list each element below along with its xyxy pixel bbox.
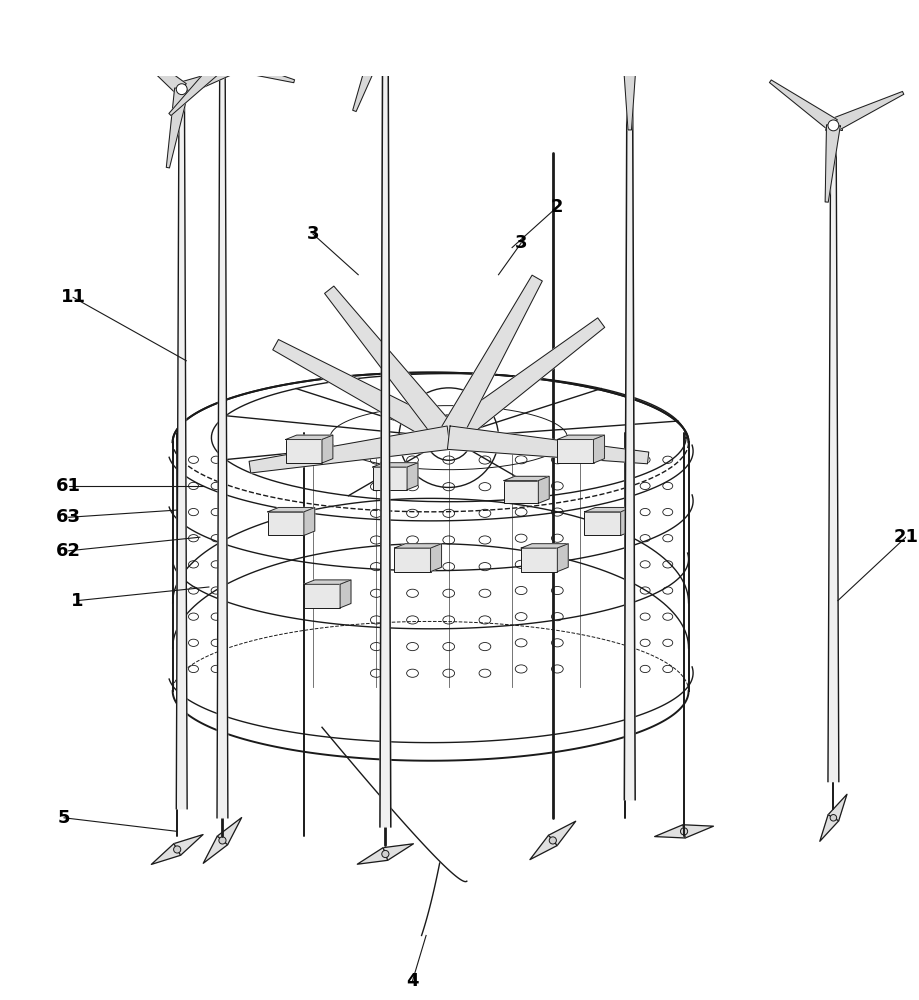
Polygon shape — [626, 0, 705, 51]
FancyBboxPatch shape — [214, 58, 231, 67]
Polygon shape — [326, 0, 391, 31]
Polygon shape — [442, 318, 605, 447]
Polygon shape — [380, 26, 391, 827]
Polygon shape — [831, 91, 903, 132]
Polygon shape — [286, 435, 333, 439]
Polygon shape — [769, 80, 837, 131]
Polygon shape — [169, 57, 227, 116]
Polygon shape — [304, 508, 315, 535]
Polygon shape — [357, 848, 388, 864]
Text: 5: 5 — [58, 809, 70, 827]
Polygon shape — [557, 435, 605, 439]
FancyBboxPatch shape — [174, 85, 190, 94]
Text: 1: 1 — [72, 592, 84, 610]
Polygon shape — [152, 844, 180, 864]
Circle shape — [219, 837, 226, 844]
Polygon shape — [217, 818, 242, 845]
Polygon shape — [166, 88, 188, 168]
Polygon shape — [304, 580, 351, 584]
Circle shape — [550, 837, 556, 844]
Circle shape — [381, 850, 389, 858]
Polygon shape — [828, 794, 847, 821]
Text: 21: 21 — [893, 528, 918, 546]
Text: 11: 11 — [61, 288, 85, 306]
Polygon shape — [119, 37, 187, 95]
Polygon shape — [624, 44, 635, 800]
Polygon shape — [324, 286, 458, 445]
FancyBboxPatch shape — [286, 439, 322, 463]
Text: 3: 3 — [515, 234, 528, 252]
Text: 63: 63 — [56, 508, 81, 526]
Polygon shape — [221, 56, 294, 83]
Text: 3: 3 — [307, 225, 319, 243]
Polygon shape — [353, 23, 393, 111]
Polygon shape — [448, 426, 649, 464]
FancyBboxPatch shape — [377, 21, 393, 30]
FancyBboxPatch shape — [267, 512, 304, 535]
Polygon shape — [820, 815, 839, 841]
Polygon shape — [273, 340, 454, 448]
Text: 4: 4 — [406, 972, 419, 990]
Polygon shape — [249, 426, 450, 473]
Polygon shape — [554, 0, 633, 51]
Circle shape — [217, 57, 228, 67]
Circle shape — [174, 846, 181, 853]
Circle shape — [830, 815, 836, 821]
Text: 62: 62 — [56, 542, 81, 560]
Polygon shape — [557, 544, 568, 572]
Text: 2: 2 — [551, 198, 563, 216]
Polygon shape — [173, 442, 688, 761]
Polygon shape — [174, 835, 203, 855]
Polygon shape — [828, 125, 839, 782]
FancyBboxPatch shape — [521, 548, 557, 572]
Polygon shape — [340, 580, 351, 608]
Polygon shape — [683, 825, 713, 838]
FancyBboxPatch shape — [504, 481, 539, 503]
Polygon shape — [539, 476, 550, 503]
Circle shape — [624, 38, 635, 49]
FancyBboxPatch shape — [557, 439, 594, 463]
Polygon shape — [530, 835, 557, 860]
Polygon shape — [202, 0, 229, 64]
FancyBboxPatch shape — [373, 467, 407, 490]
Polygon shape — [504, 476, 550, 481]
Polygon shape — [654, 825, 686, 838]
Polygon shape — [203, 836, 228, 863]
Polygon shape — [407, 463, 418, 490]
FancyBboxPatch shape — [394, 548, 431, 572]
FancyBboxPatch shape — [304, 584, 340, 608]
Text: 61: 61 — [56, 477, 81, 495]
Polygon shape — [373, 463, 418, 467]
FancyBboxPatch shape — [621, 39, 638, 48]
Polygon shape — [217, 62, 228, 818]
Polygon shape — [825, 125, 840, 202]
Polygon shape — [394, 544, 441, 548]
Polygon shape — [438, 275, 542, 443]
Polygon shape — [549, 821, 575, 846]
FancyBboxPatch shape — [825, 121, 842, 130]
Polygon shape — [176, 89, 187, 809]
Polygon shape — [179, 60, 257, 96]
Polygon shape — [431, 544, 441, 572]
Circle shape — [828, 120, 839, 131]
Polygon shape — [620, 508, 631, 535]
Circle shape — [680, 828, 687, 835]
Polygon shape — [521, 544, 568, 548]
Polygon shape — [594, 435, 605, 463]
Polygon shape — [383, 844, 414, 860]
Polygon shape — [267, 508, 315, 512]
Polygon shape — [622, 44, 638, 130]
Polygon shape — [384, 8, 475, 34]
Polygon shape — [584, 508, 631, 512]
Circle shape — [380, 20, 391, 31]
Circle shape — [176, 84, 187, 95]
FancyBboxPatch shape — [584, 512, 620, 535]
Polygon shape — [322, 435, 333, 463]
